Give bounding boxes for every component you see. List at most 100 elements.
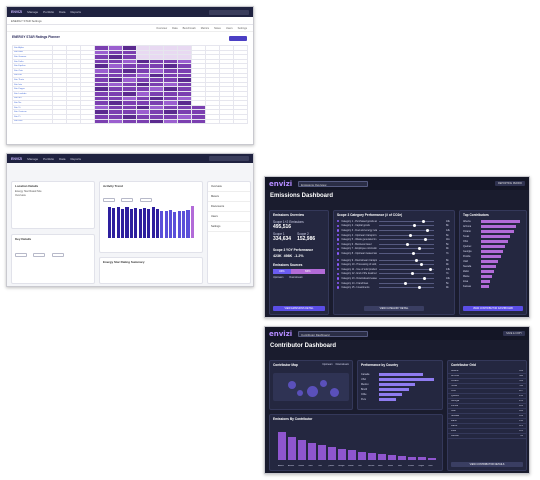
map-toggle-upstream[interactable]: Upstream bbox=[322, 363, 333, 366]
tab[interactable]: Settings bbox=[237, 26, 247, 30]
map-bubble[interactable] bbox=[307, 385, 319, 397]
activity-bar[interactable] bbox=[190, 205, 194, 238]
filter-chip[interactable] bbox=[51, 253, 64, 257]
map-bubble[interactable] bbox=[297, 389, 304, 396]
contributor-row[interactable]: Utah bbox=[460, 259, 526, 264]
app-logo[interactable]: ENVIZI bbox=[11, 10, 23, 14]
nav-item[interactable]: Reports bbox=[70, 10, 81, 14]
category-row[interactable]: Category 13 - Downstream leased assets 10… bbox=[334, 276, 454, 281]
activity-bar[interactable] bbox=[182, 211, 186, 238]
nav-item[interactable]: Reports bbox=[70, 156, 81, 161]
nav-item[interactable]: Manage bbox=[27, 156, 39, 161]
contributor-row[interactable]: Texas bbox=[460, 234, 526, 239]
map-bubble[interactable] bbox=[330, 388, 339, 398]
grid-row[interactable]: Site Zeta bbox=[12, 68, 249, 74]
pareto-bar[interactable] bbox=[418, 457, 426, 460]
activity-bar[interactable] bbox=[108, 207, 112, 238]
grid-row[interactable]: Kansas 88 bbox=[448, 434, 526, 439]
filter-chip[interactable] bbox=[121, 198, 134, 202]
reporting-period-button[interactable]: REPORTING PERIOD bbox=[495, 181, 525, 186]
activity-bar[interactable] bbox=[151, 207, 155, 238]
grid-row[interactable]: Utah 188 bbox=[448, 409, 526, 414]
grid-row[interactable]: Georgia 231 bbox=[448, 399, 526, 404]
quick-link[interactable]: Documents bbox=[208, 202, 250, 212]
category-row[interactable]: Category 4 - Upstream transport and dis 6… bbox=[334, 233, 454, 238]
save-copy-button[interactable]: SAVE & COPY bbox=[503, 331, 525, 336]
grid-row[interactable]: Florida 204 bbox=[448, 404, 526, 409]
tab[interactable]: Data bbox=[172, 26, 178, 30]
country-row[interactable]: Canada bbox=[358, 372, 442, 377]
activity-bar[interactable] bbox=[142, 208, 146, 238]
contributor-row[interactable]: Arizona bbox=[460, 224, 526, 229]
view-contributor-dashboard-button[interactable]: VIEW CONTRIBUTOR DASHBOARD bbox=[463, 306, 523, 311]
category-row[interactable]: Category 7 - Employee commuting 9k bbox=[334, 247, 454, 252]
tab[interactable]: Benchmark bbox=[182, 26, 196, 30]
contributor-row[interactable]: Alberta bbox=[460, 219, 526, 224]
grid-row[interactable]: Site Beta bbox=[12, 49, 249, 56]
country-row[interactable]: Peru bbox=[358, 397, 442, 402]
pareto-bar[interactable] bbox=[278, 432, 286, 460]
envizi-logo[interactable]: envizi bbox=[269, 329, 293, 338]
search-input[interactable] bbox=[209, 156, 249, 161]
filter-chip[interactable] bbox=[103, 198, 115, 202]
category-row[interactable]: Category 2 - Capital goods 8k bbox=[334, 224, 454, 229]
nav-item[interactable]: Manage bbox=[27, 10, 39, 14]
dashboard-selector[interactable]: Contributor Dashboard bbox=[298, 330, 369, 337]
activity-bar[interactable] bbox=[169, 210, 173, 238]
grid-row[interactable]: Ontario 356 bbox=[448, 379, 526, 384]
nav-item[interactable]: Data bbox=[59, 156, 66, 161]
map-bubble[interactable] bbox=[320, 380, 328, 387]
category-row[interactable]: Category 12 - End of life treatment of s… bbox=[334, 272, 454, 277]
activity-bar[interactable] bbox=[134, 208, 138, 238]
grid-row[interactable]: Texas 311 bbox=[448, 384, 526, 389]
grid-row[interactable]: Maine 121 bbox=[448, 424, 526, 429]
view-contributor-details-button[interactable]: VIEW CONTRIBUTOR DETAILS bbox=[451, 462, 523, 467]
contributor-row[interactable]: Georgia bbox=[460, 249, 526, 254]
row-label[interactable]: Site Rho bbox=[12, 118, 53, 125]
pareto-bar[interactable] bbox=[428, 457, 436, 460]
pareto-bar[interactable] bbox=[338, 448, 346, 460]
app-logo[interactable]: ENVIZI bbox=[11, 156, 23, 161]
activity-bar[interactable] bbox=[129, 209, 133, 238]
pareto-bar[interactable] bbox=[348, 450, 356, 460]
pareto-bar[interactable] bbox=[288, 437, 296, 460]
view-category-button[interactable]: VIEW CATEGORY DETAIL bbox=[364, 306, 424, 311]
pareto-bar[interactable] bbox=[388, 454, 396, 460]
contributor-row[interactable]: Maine bbox=[460, 274, 526, 279]
grid-row[interactable]: Ohio 287 bbox=[448, 389, 526, 394]
activity-bar[interactable] bbox=[164, 210, 168, 238]
tab[interactable]: Overview bbox=[156, 26, 168, 30]
action-button[interactable] bbox=[229, 36, 247, 41]
activity-bar[interactable] bbox=[147, 208, 151, 238]
view-emissions-button[interactable]: VIEW EMISSIONS DETAIL bbox=[273, 306, 325, 311]
grid-row[interactable]: Site Mu bbox=[12, 95, 249, 102]
activity-bar[interactable] bbox=[186, 210, 190, 238]
activity-bar[interactable] bbox=[138, 209, 142, 238]
category-row[interactable]: Category 8 - Upstream leased assets 7k bbox=[334, 251, 454, 256]
tab[interactable]: Metrics bbox=[200, 26, 210, 30]
contributor-row[interactable]: Nevada bbox=[460, 264, 526, 269]
grid-row[interactable]: Site Gamma bbox=[12, 54, 249, 60]
contributor-row[interactable]: Idaho bbox=[460, 269, 526, 274]
grid-row[interactable]: Site Eta bbox=[12, 72, 249, 79]
quick-link[interactable]: Meters bbox=[208, 192, 250, 202]
activity-bar[interactable] bbox=[160, 211, 164, 238]
pareto-bar[interactable] bbox=[358, 451, 366, 460]
contributor-row[interactable]: Ontario bbox=[460, 229, 526, 234]
category-row[interactable]: Category 3 - Fuel and energy rela 12k bbox=[334, 228, 454, 233]
category-row[interactable]: Category 14 - Franchises 5k bbox=[334, 281, 454, 286]
tab[interactable]: Notes bbox=[214, 26, 221, 30]
activity-bar[interactable] bbox=[173, 212, 177, 238]
contributor-row[interactable]: Quebec bbox=[460, 244, 526, 249]
quick-link[interactable]: Users bbox=[208, 212, 250, 222]
contributor-map[interactable] bbox=[273, 373, 349, 401]
grid-row[interactable]: Site Kappa bbox=[12, 86, 249, 92]
country-row[interactable]: USA bbox=[358, 377, 442, 382]
category-row[interactable]: Category 6 - Business travel 5k bbox=[334, 242, 454, 247]
activity-bar[interactable] bbox=[116, 206, 120, 238]
contributor-row[interactable]: Florida bbox=[460, 254, 526, 259]
grid-row[interactable]: Iowa 103 bbox=[448, 429, 526, 434]
grid-row[interactable]: Quebec 250 bbox=[448, 394, 526, 399]
category-row[interactable]: Category 1 - Purchased goods and service… bbox=[334, 219, 454, 224]
grid-row[interactable]: Nevada 162 bbox=[448, 414, 526, 419]
